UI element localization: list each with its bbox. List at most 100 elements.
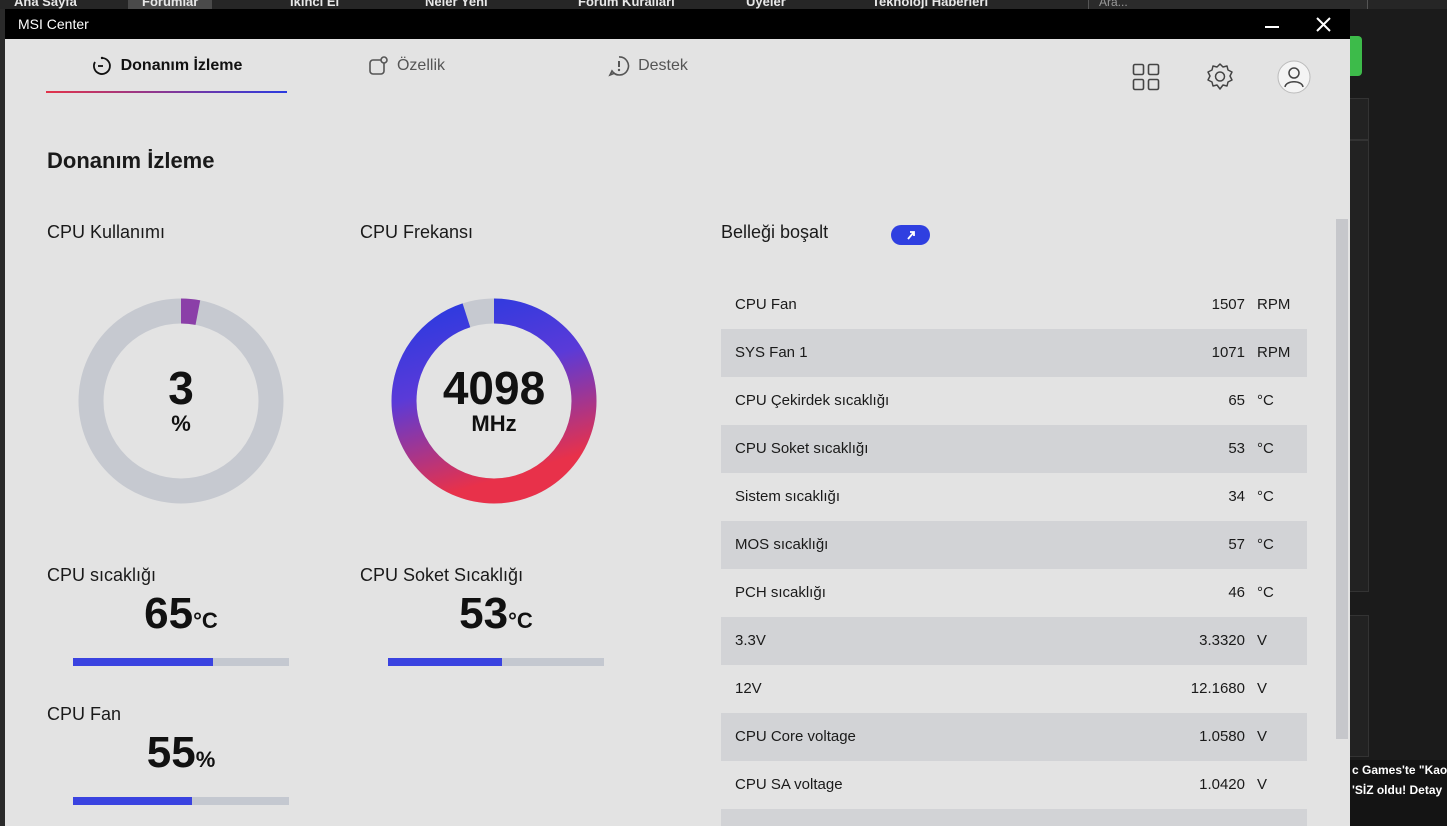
news-line: 'SİZ oldu! Detay xyxy=(1352,783,1443,797)
minimize-button[interactable] xyxy=(1247,9,1297,39)
sensor-unit: °C xyxy=(1257,392,1274,409)
sensor-value: 1071 xyxy=(1211,344,1245,361)
sensor-value: 65 xyxy=(1228,392,1245,409)
cpu-socket-temp-readout: 53°C xyxy=(388,589,604,639)
cpu-usage-label: CPU Kullanımı xyxy=(47,222,166,242)
background-panel xyxy=(1350,615,1369,757)
background-panel xyxy=(1350,140,1369,592)
sensor-value: 53 xyxy=(1228,440,1245,457)
account-button[interactable] xyxy=(1276,59,1312,95)
cpu-fan-bar-fill xyxy=(73,797,192,805)
msi-center-window: MSI Center Donanım İzleme Özellik xyxy=(5,9,1350,826)
cpu-socket-temp-value: 53 xyxy=(459,589,509,638)
nav-members[interactable]: Üyeler xyxy=(746,0,786,9)
nav-second-hand[interactable]: İkinci El xyxy=(290,0,340,9)
sensor-value: 1507 xyxy=(1211,296,1245,313)
close-icon xyxy=(1316,17,1331,32)
sensor-value: 34 xyxy=(1228,488,1245,505)
sensor-row: SYS Fan 1 1071 RPM xyxy=(721,329,1307,377)
apps-grid-button[interactable] xyxy=(1128,59,1164,95)
browser-nav-bar: Ana Sayfa Forumlar İkinci El Neler Yeni … xyxy=(0,0,1447,9)
tab-support[interactable]: Destek xyxy=(603,39,693,92)
cpu-socket-temp-label: CPU Soket Sıcaklığı xyxy=(360,565,524,585)
cpu-frequency-unit: MHz xyxy=(471,411,517,436)
cpu-temp-bar xyxy=(73,658,289,666)
tab-features[interactable]: Özellik xyxy=(361,39,451,92)
sensor-name: SYS Fan 1 xyxy=(735,344,808,361)
nav-forums[interactable]: Forumlar xyxy=(128,0,213,9)
settings-button[interactable] xyxy=(1202,59,1238,95)
sensor-row: CPU SA voltage 1.0420 V xyxy=(721,761,1307,809)
rocket-boost-icon xyxy=(906,231,915,240)
sensor-name: CPU Fan xyxy=(735,296,797,313)
sensor-name: MOS sıcaklığı xyxy=(735,536,829,553)
main-tabs: Donanım İzleme Özellik Destek xyxy=(5,39,1350,99)
cpu-usage-arc xyxy=(78,298,284,504)
cpu-frequency-value: 4098 xyxy=(442,362,546,414)
page-title: Donanım İzleme xyxy=(47,148,215,173)
title-bar: MSI Center xyxy=(5,9,1350,39)
cpu-frequency-arc xyxy=(391,298,597,504)
news-line: c Games'te "Kaos xyxy=(1352,763,1447,777)
sensor-unit: V xyxy=(1257,728,1268,745)
cpu-temp-label: CPU sıcaklığı xyxy=(47,565,157,585)
cpu-frequency-gauge: 4098 MHz xyxy=(389,296,599,506)
cpu-usage-unit: % xyxy=(171,411,191,436)
sensor-unit: °C xyxy=(1257,440,1274,457)
free-memory-button[interactable] xyxy=(891,225,930,245)
cpu-fan-unit: % xyxy=(195,747,216,772)
cpu-fan-label: CPU Fan xyxy=(47,704,122,724)
minimize-icon xyxy=(1265,26,1279,28)
sensor-row: CPU Soket sıcaklığı 53 °C xyxy=(721,425,1307,473)
tab-label: Donanım İzleme xyxy=(120,56,243,74)
background-green-button[interactable] xyxy=(1350,36,1362,76)
sensor-value: 3.3320 xyxy=(1199,632,1245,649)
window-title: MSI Center xyxy=(18,16,89,32)
sensor-name: 12V xyxy=(735,680,762,697)
free-memory-label: Belleği boşalt xyxy=(721,222,829,242)
cpu-usage-ring xyxy=(78,298,284,504)
background-panel xyxy=(1350,98,1369,140)
features-icon xyxy=(369,55,388,75)
user-avatar-icon xyxy=(1277,60,1311,94)
sensor-unit: V xyxy=(1257,776,1268,793)
cpu-socket-temp-bar xyxy=(388,658,604,666)
tab-label: Destek xyxy=(638,56,688,74)
forum-search-input[interactable]: Ara... xyxy=(1088,0,1368,9)
background-left-edge xyxy=(0,9,5,826)
cpu-temp-unit: °C xyxy=(193,608,218,633)
nav-home[interactable]: Ana Sayfa xyxy=(14,0,77,9)
nav-tech-news[interactable]: Teknoloji Haberleri xyxy=(872,0,989,9)
sensor-value: 46 xyxy=(1228,584,1245,601)
sensor-row: Sistem sıcaklığı 34 °C xyxy=(721,473,1307,521)
monitor-gauge-icon xyxy=(92,56,111,75)
tab-hardware-monitor[interactable]: Donanım İzleme xyxy=(46,39,287,92)
close-button[interactable] xyxy=(1299,9,1349,39)
grid-icon xyxy=(1132,63,1160,91)
cpu-temp-value: 65 xyxy=(144,589,194,638)
nav-rules[interactable]: Forum Kuralları xyxy=(578,0,675,9)
sensor-unit: RPM xyxy=(1257,296,1291,313)
sensor-unit: °C xyxy=(1257,536,1274,553)
cpu-temp-bar-fill xyxy=(73,658,214,666)
scrollbar[interactable] xyxy=(1336,219,1348,739)
cpu-socket-temp-unit: °C xyxy=(508,608,533,633)
background-news-ticker[interactable]: c Games'te "Kaos 'SİZ oldu! Detay xyxy=(1350,760,1447,826)
cpu-fan-value: 55 xyxy=(146,728,196,777)
cpu-socket-temp-bar-fill xyxy=(388,658,503,666)
sensor-row: MOS sıcaklığı 57 °C xyxy=(721,521,1307,569)
nav-whats-new[interactable]: Neler Yeni xyxy=(425,0,488,9)
sensor-name: CPU Çekirdek sıcaklığı xyxy=(735,392,890,409)
sensor-name: CPU Core voltage xyxy=(735,728,856,745)
sensor-unit: V xyxy=(1257,680,1268,697)
cpu-temp-readout: 65°C xyxy=(73,589,289,639)
sensor-row: CPU Fan 1507 RPM xyxy=(721,281,1307,329)
sensor-row: CPU Çekirdek sıcaklığı 65 °C xyxy=(721,377,1307,425)
sensor-unit: V xyxy=(1257,632,1268,649)
sensor-row: CPU Core voltage 1.0580 V xyxy=(721,713,1307,761)
cpu-frequency-ring xyxy=(391,298,597,504)
tab-label: Özellik xyxy=(396,56,445,74)
sensor-row: 3.3V 3.3320 V xyxy=(721,617,1307,665)
sensor-value: 1.0420 xyxy=(1199,776,1245,793)
sensor-name: CPU Soket sıcaklığı xyxy=(735,440,869,457)
